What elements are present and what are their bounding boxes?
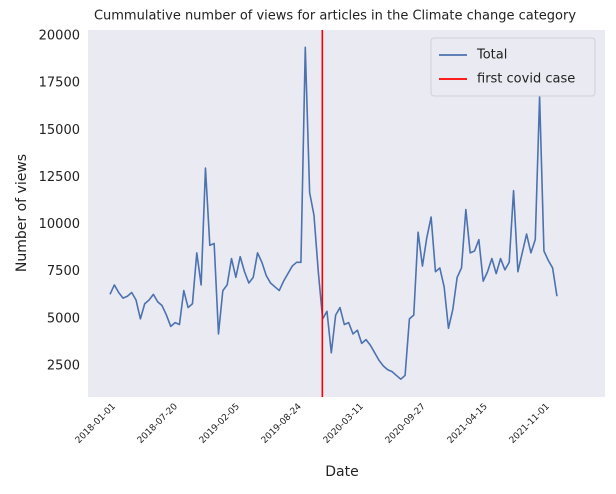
y-tick-label: 2500 bbox=[47, 359, 80, 374]
y-tick-label: 12500 bbox=[39, 170, 80, 185]
chart-title: Cummulative number of views for articles… bbox=[94, 9, 576, 24]
x-tick-label: 2019-02-05 bbox=[198, 402, 242, 446]
y-tick-label: 17500 bbox=[39, 76, 80, 91]
legend-label: Total bbox=[476, 48, 507, 63]
x-tick-label: 2019-08-24 bbox=[260, 402, 304, 446]
y-axis-label: Number of views bbox=[14, 154, 30, 272]
y-tick-label: 5000 bbox=[47, 311, 80, 326]
y-tick-label: 20000 bbox=[39, 29, 80, 44]
y-tick-label: 15000 bbox=[39, 123, 80, 138]
x-tick-label: 2020-03-11 bbox=[322, 402, 366, 446]
x-tick-label: 2018-07-20 bbox=[136, 402, 180, 446]
legend-label: first covid case bbox=[477, 72, 575, 87]
series-line bbox=[109, 46, 558, 380]
x-tick-label: 2021-04-15 bbox=[446, 402, 490, 446]
x-tick-label: 2018-01-01 bbox=[74, 402, 118, 446]
y-tick-label: 10000 bbox=[39, 217, 80, 232]
x-tick-label: 2020-09-27 bbox=[384, 402, 428, 446]
y-tick-label: 7500 bbox=[47, 264, 80, 279]
legend-box bbox=[430, 37, 596, 97]
x-tick-label: 2021-11-01 bbox=[508, 402, 552, 446]
x-axis-label: Date bbox=[325, 464, 358, 480]
